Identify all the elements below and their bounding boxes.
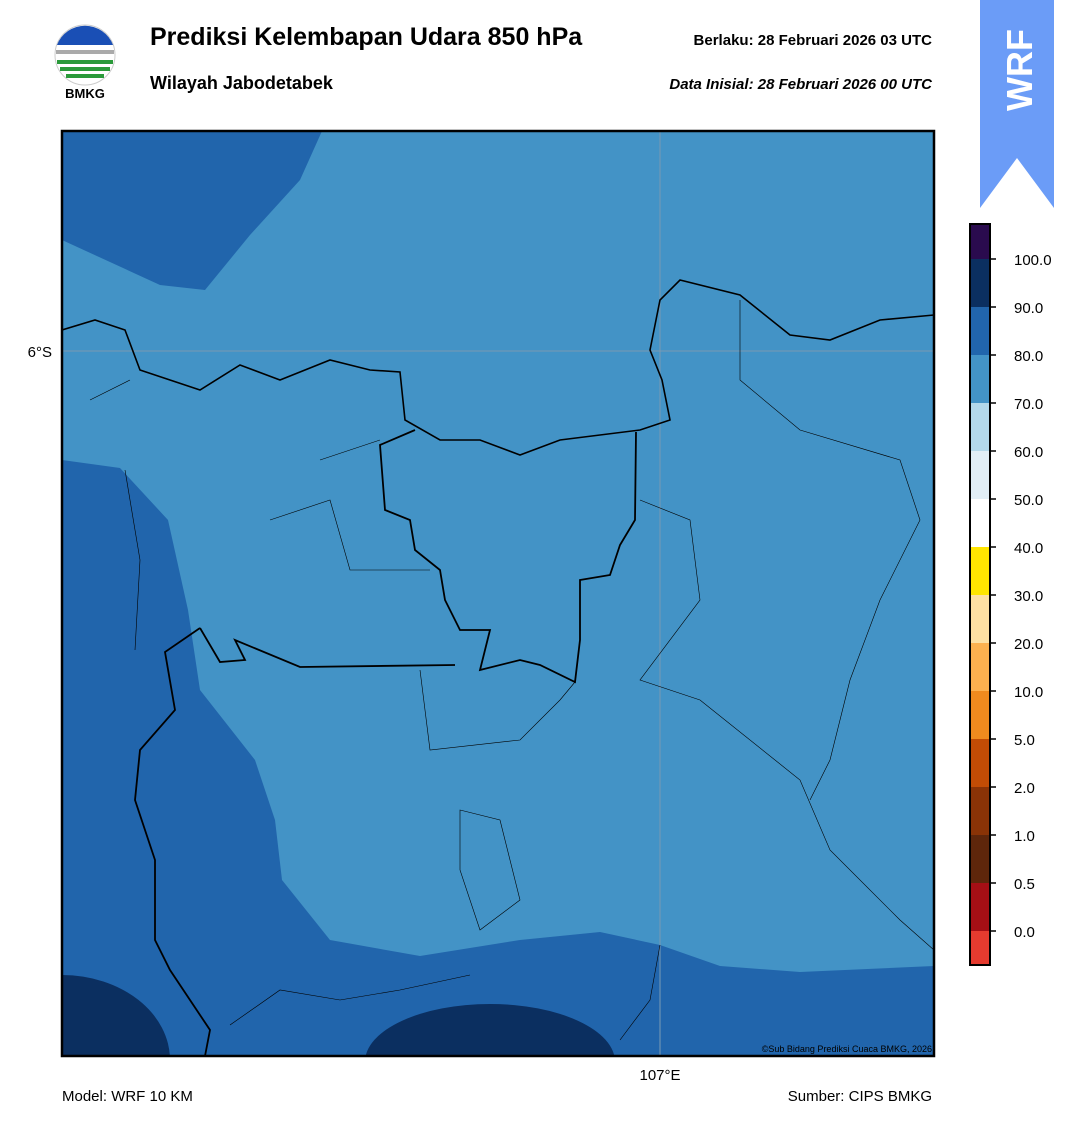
colorbar-tick-label: 0.0 xyxy=(1014,924,1035,941)
colorbar-bin xyxy=(970,403,990,451)
colorbar-bin xyxy=(970,499,990,547)
colorbar-bin xyxy=(970,739,990,787)
colorbar-tick-label: 0.5 xyxy=(1014,876,1035,893)
model-label: Model: WRF 10 KM xyxy=(62,1088,193,1105)
colorbar-tick-label: 80.0 xyxy=(1014,348,1043,365)
colorbar-tick-label: 30.0 xyxy=(1014,588,1043,605)
colorbar-tick-label: 10.0 xyxy=(1014,684,1043,701)
colorbar-bin xyxy=(970,355,990,403)
lat-label: 6°S xyxy=(28,344,52,361)
source-label: Sumber: CIPS BMKG xyxy=(788,1088,932,1105)
colorbar-bin xyxy=(970,883,990,931)
colorbar-bin xyxy=(970,307,990,355)
colorbar-bin xyxy=(970,547,990,595)
colorbar-bin xyxy=(970,643,990,691)
lon-label: 107°E xyxy=(639,1067,680,1084)
colorbar-tick-label: 2.0 xyxy=(1014,780,1035,797)
colorbar-tick-label: 5.0 xyxy=(1014,732,1035,749)
colorbar-tick-label: 70.0 xyxy=(1014,396,1043,413)
colorbar-tick-label: 90.0 xyxy=(1014,300,1043,317)
subtitle: Wilayah Jabodetabek xyxy=(150,73,334,93)
colorbar-bin xyxy=(970,787,990,835)
logo-text: BMKG xyxy=(65,86,105,101)
colorbar-tick-label: 20.0 xyxy=(1014,636,1043,653)
init-time: Data Inisial: 28 Februari 2026 00 UTC xyxy=(669,76,933,93)
map-frame xyxy=(60,129,936,1058)
colorbar-bin xyxy=(970,451,990,499)
colorbar: 0.0 0.5 1.0 2.0 5.0 10.0 20.0 30.0 40.0 50.0 60.0 7… xyxy=(969,223,1052,966)
colorbar-bin xyxy=(970,691,990,739)
colorbar-bin xyxy=(970,259,990,307)
colorbar-bin xyxy=(970,931,990,965)
badge-text: WRF xyxy=(999,29,1040,111)
colorbar-bin xyxy=(970,595,990,643)
colorbar-tick-label: 1.0 xyxy=(1014,828,1035,845)
colorbar-tick-label: 40.0 xyxy=(1014,540,1043,557)
title: Prediksi Kelembapan Udara 850 hPa xyxy=(150,23,583,51)
colorbar-tick-label: 100.0 xyxy=(1014,252,1052,269)
colorbar-tick-label: 60.0 xyxy=(1014,444,1043,461)
bmkg-logo: BMKG xyxy=(54,24,116,101)
colorbar-bin xyxy=(970,835,990,883)
map: ©Sub Bidang Prediksi Cuaca BMKG, 2026 xyxy=(62,131,934,1056)
wrf-badge xyxy=(980,0,1054,208)
colorbar-bin xyxy=(970,224,990,259)
copyright: ©Sub Bidang Prediksi Cuaca BMKG, 2026 xyxy=(762,1044,932,1054)
valid-time: Berlaku: 28 Februari 2026 03 UTC xyxy=(694,32,933,49)
colorbar-tick-label: 50.0 xyxy=(1014,492,1043,509)
